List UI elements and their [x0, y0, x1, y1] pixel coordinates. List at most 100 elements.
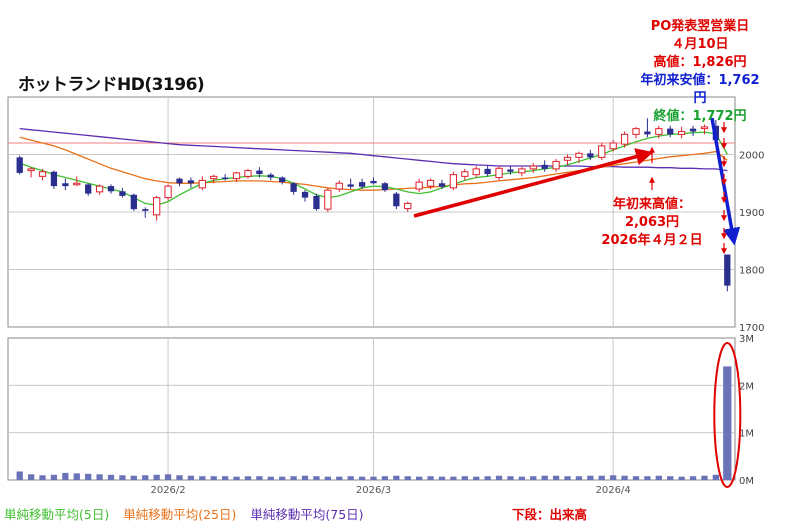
volume-bar	[301, 475, 309, 480]
candle-body	[507, 169, 514, 172]
legend-ma75: 単純移動平均(75日)	[250, 507, 364, 522]
volume-panel-frame	[7, 337, 736, 481]
volume-bar	[347, 476, 354, 480]
candle-body	[187, 180, 195, 184]
candle-body	[95, 185, 104, 193]
candle-body	[50, 171, 58, 187]
volume-y-tick-label: 1M	[739, 429, 754, 440]
volume-y-tick-label: 2M	[739, 381, 754, 392]
candle-body	[279, 177, 286, 183]
volume-bar	[279, 476, 286, 480]
candle-body	[700, 126, 709, 130]
candle-body	[38, 171, 47, 177]
volume-bar	[427, 476, 434, 480]
po-annotation-line: PO発表翌営業日	[650, 19, 750, 34]
candle-body	[244, 170, 252, 177]
volume-bar	[119, 475, 126, 480]
uptrend-arrow	[413, 148, 654, 218]
volume-bar	[336, 476, 343, 480]
volume-bar	[552, 475, 560, 480]
volume-bar	[632, 476, 640, 480]
candle-body	[655, 128, 663, 135]
volume-bar	[290, 476, 297, 480]
volume-bar	[16, 471, 23, 480]
volume-bar	[244, 476, 252, 480]
candle-body	[563, 156, 572, 161]
candle-body	[472, 168, 480, 176]
candle-body	[221, 177, 229, 179]
x-tick-label: 2026/3	[356, 485, 391, 496]
volume-bar	[678, 476, 685, 480]
volume-bar	[438, 476, 446, 480]
volume-bar	[381, 476, 389, 480]
candle-body	[256, 170, 263, 175]
price-y-tick-label: 1900	[739, 208, 764, 219]
volume-bar	[233, 476, 240, 480]
volume-bar	[256, 476, 263, 480]
po-annotation-line: ４月10日	[671, 37, 729, 52]
volume-bar	[564, 476, 571, 480]
candle-body	[632, 128, 640, 135]
candle-body	[198, 179, 206, 189]
candle-body	[358, 182, 366, 187]
po-annotation-line: 終値：1,772円	[653, 109, 747, 124]
price-y-tick-label: 1800	[739, 266, 764, 277]
volume-bar	[587, 475, 594, 480]
candle-body	[598, 145, 606, 158]
candle-body	[404, 202, 412, 210]
volume-bar	[221, 476, 229, 480]
candle-body	[164, 185, 172, 199]
volume-bar	[153, 474, 160, 480]
volume-bar	[416, 476, 423, 480]
candle-body	[609, 142, 617, 150]
volume-highlight-ellipse	[713, 342, 742, 488]
candle-body	[644, 131, 651, 135]
candle-body	[438, 183, 446, 187]
volume-bar	[393, 475, 400, 480]
volume-bar	[689, 476, 697, 480]
legend-ma25: 単純移動平均(25日)	[123, 507, 237, 522]
candle-body	[724, 254, 731, 286]
volume-bar	[107, 474, 115, 480]
candle-body	[587, 153, 594, 158]
candle-body	[381, 183, 389, 191]
candle-body	[85, 184, 92, 194]
volume-bar	[267, 476, 274, 480]
volume-bar	[85, 473, 92, 480]
volume-bar	[187, 475, 195, 480]
volume-bar	[518, 476, 526, 480]
volume-bar	[370, 476, 377, 480]
volume-bar	[62, 472, 69, 480]
candle-body	[142, 209, 149, 211]
volume-bar	[610, 475, 617, 480]
candle-body	[301, 191, 309, 198]
volume-bar	[73, 473, 80, 480]
candle-body	[678, 131, 686, 135]
candle-body	[232, 172, 241, 180]
po-annotation: PO発表翌営業日 ４月10日 高値：1,826円 年初来安値：1,762円 終値…	[640, 18, 760, 126]
candle-body	[541, 164, 548, 169]
high-annotation-line: 2,063円	[624, 215, 680, 230]
candle-body	[176, 178, 183, 184]
volume-bar	[473, 476, 480, 480]
volume-bar	[50, 474, 58, 480]
volume-bar	[358, 476, 366, 480]
high-annotation: 年初来高値： 2,063円 2026年４月２日	[592, 196, 712, 250]
volume-bar	[495, 475, 503, 480]
volume-bar	[164, 474, 172, 480]
candle-body	[130, 194, 137, 210]
candle-body	[335, 182, 343, 190]
candle-body	[518, 168, 526, 174]
legend-ma5: 単純移動平均(5日)	[4, 507, 110, 522]
volume-bar	[130, 475, 137, 480]
volume-bar	[210, 476, 217, 480]
legend: 単純移動平均(5日) 単純移動平均(25日) 単純移動平均(75日)	[4, 504, 374, 523]
volume-bar	[598, 475, 605, 480]
ma5-line	[19, 131, 728, 206]
volume-bar	[530, 476, 537, 480]
candle-body	[370, 180, 377, 184]
candle-body	[529, 165, 537, 170]
candle-body	[484, 168, 491, 175]
